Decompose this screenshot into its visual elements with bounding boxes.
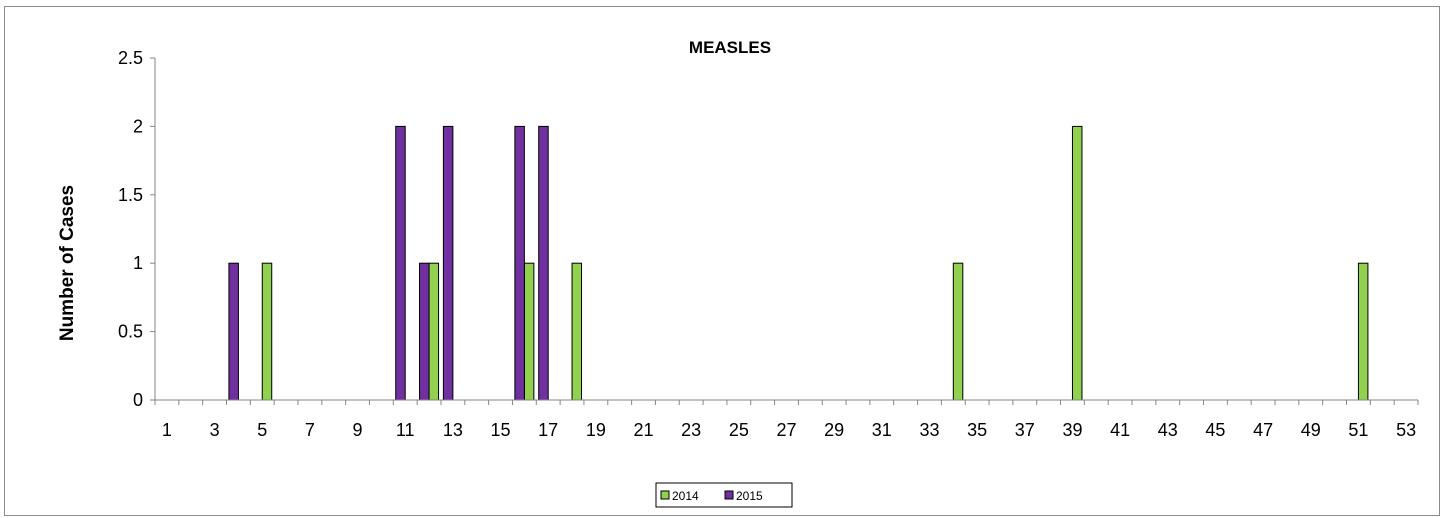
- legend-label-2014: 2014: [672, 489, 699, 503]
- x-tick-label: 43: [1158, 420, 1178, 440]
- x-tick-label: 29: [824, 420, 844, 440]
- x-tick-label: 11: [396, 420, 415, 440]
- legend-label-2015: 2015: [736, 489, 763, 503]
- bar-2014-week-39: [1071, 125, 1083, 401]
- bars-group: [228, 125, 1369, 401]
- bar-2014-week-51: [1357, 262, 1369, 401]
- x-tick-label: 25: [729, 420, 749, 440]
- x-tick-label: 17: [538, 420, 558, 440]
- x-tick-label: 35: [967, 420, 987, 440]
- bar-2015-week-17: [538, 125, 549, 401]
- bar-2015-week-16: [514, 125, 525, 401]
- x-tick-label: 37: [1015, 420, 1035, 440]
- x-tick-label: 47: [1253, 420, 1273, 440]
- x-tick-label: 7: [305, 420, 315, 440]
- y-tick-label: 0: [133, 390, 143, 410]
- x-tick-label: 51: [1348, 420, 1368, 440]
- x-tick-label: 27: [776, 420, 796, 440]
- x-tick-label: 3: [210, 420, 220, 440]
- axes-group: [154, 58, 1419, 405]
- y-axis-label: Number of Cases: [57, 185, 78, 341]
- x-tick-label: 23: [681, 420, 701, 440]
- y-ticks-group: 0 0.5 1 1.5 2 2.5: [118, 48, 155, 410]
- y-tick-label: 2: [133, 116, 143, 136]
- x-tick-label: 49: [1301, 420, 1321, 440]
- bar-2015-week-11: [395, 125, 406, 401]
- bar-2015-week-13: [442, 125, 454, 401]
- x-tick-label: 31: [872, 420, 892, 440]
- x-tick-label: 45: [1205, 420, 1225, 440]
- y-tick-label: 1.5: [118, 185, 143, 205]
- x-tick-label: 15: [491, 420, 511, 440]
- bar-2014-week-12: [428, 262, 440, 401]
- y-tick-label: 0.5: [118, 322, 143, 342]
- y-tick-label: 1: [133, 253, 143, 273]
- x-tick-label: 39: [1062, 420, 1082, 440]
- bar-2014-week-18: [571, 262, 583, 401]
- legend-box: [655, 482, 793, 508]
- bar-2015-week-4: [228, 262, 239, 401]
- x-tick-label: 1: [162, 420, 172, 440]
- x-tick-label: 53: [1396, 420, 1416, 440]
- x-tick-label: 5: [257, 420, 267, 440]
- bar-2014-week-34: [952, 262, 964, 401]
- chart-frame: [4, 6, 1440, 516]
- legend: 2014 2015: [655, 482, 793, 508]
- x-tick-label: 19: [586, 420, 606, 440]
- x-tick-label: 41: [1110, 420, 1130, 440]
- bar-2014-week-5: [261, 262, 273, 401]
- x-tick-label: 13: [443, 420, 463, 440]
- x-tick-label: 21: [634, 420, 654, 440]
- y-tick-label: 2.5: [118, 48, 143, 68]
- bar-2014-week-16: [523, 262, 535, 401]
- legend-swatch-2014: [660, 490, 670, 500]
- legend-swatch-2015: [724, 490, 734, 500]
- x-tick-label: 33: [919, 420, 939, 440]
- bar-2015-week-12: [419, 262, 430, 401]
- x-ticks-group: 1 3 5 7 9 11 13 15 17 19 21 23 25 27 29 31 33 35 37 39 41 43 4…: [162, 420, 1416, 440]
- x-tick-label: 9: [353, 420, 363, 440]
- chart-title: MEASLES: [689, 38, 771, 57]
